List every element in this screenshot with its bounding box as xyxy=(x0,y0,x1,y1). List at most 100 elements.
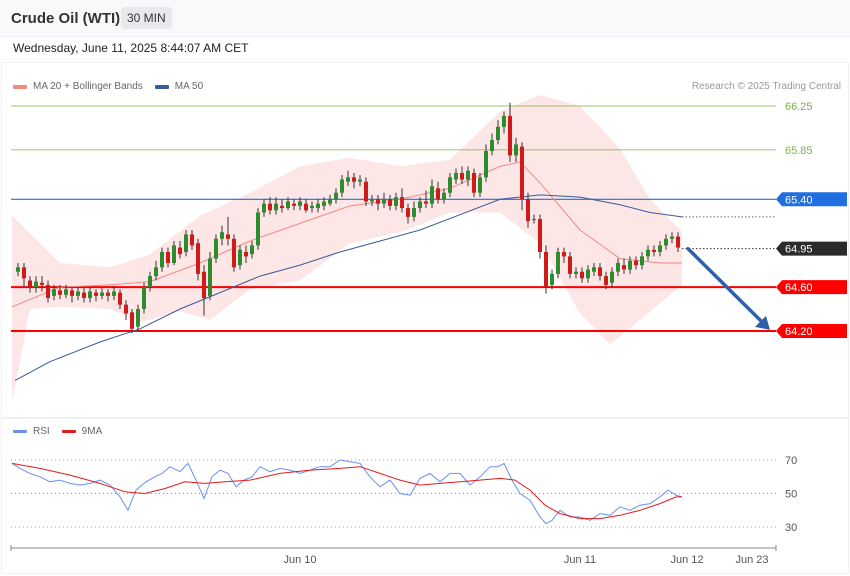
candle xyxy=(502,111,506,134)
candle-body xyxy=(166,251,170,263)
candle xyxy=(556,247,560,279)
rsi-panel xyxy=(1,418,849,574)
rsi-swatch xyxy=(13,430,27,433)
candle-body xyxy=(622,265,626,270)
candle-body xyxy=(610,271,614,283)
candle xyxy=(178,241,182,259)
candle-body xyxy=(334,192,338,200)
candle xyxy=(460,166,464,184)
ma20-swatch xyxy=(13,84,27,89)
candle xyxy=(154,260,158,281)
candle xyxy=(130,309,134,334)
candle-body xyxy=(46,284,50,299)
price-level-label-65-40: 65.40 xyxy=(785,194,813,206)
candle-body xyxy=(280,205,284,209)
candle-body xyxy=(430,186,434,204)
candle xyxy=(292,199,296,211)
candle-body xyxy=(244,251,248,257)
rsi-legend-label: RSI xyxy=(33,426,50,437)
candle xyxy=(256,208,260,250)
price-level-tag-64-20 xyxy=(776,324,847,338)
rsi-tick-label-50: 50 xyxy=(785,489,797,501)
candle xyxy=(148,271,152,292)
candle-body xyxy=(394,197,398,206)
candle xyxy=(496,120,500,145)
candle-body xyxy=(148,276,152,288)
candle-body xyxy=(604,276,608,285)
candle xyxy=(190,230,194,250)
candle xyxy=(562,247,566,263)
chart-header: Crude Oil (WTI) 30 MIN xyxy=(0,0,850,37)
price-level-label-66-25: 66.25 xyxy=(785,101,813,113)
candle xyxy=(376,194,380,211)
candle xyxy=(574,267,578,279)
candle-body xyxy=(508,115,512,156)
candle xyxy=(274,197,278,215)
candle xyxy=(352,172,356,189)
candle-body xyxy=(364,181,368,202)
rsi-series-rsi xyxy=(11,459,683,525)
candle xyxy=(70,287,74,303)
candle xyxy=(334,188,338,204)
candle-body xyxy=(76,291,80,296)
candle-body xyxy=(436,188,440,200)
rsi-tick-label-70: 70 xyxy=(785,455,797,467)
candle xyxy=(136,304,140,331)
candle-body xyxy=(82,292,86,299)
candle xyxy=(226,216,230,246)
candle-body xyxy=(616,262,620,272)
candle-body xyxy=(22,267,26,279)
candle xyxy=(94,289,98,302)
candle-body xyxy=(346,177,350,182)
candle-body xyxy=(250,245,254,255)
candle-body xyxy=(532,219,536,221)
candle xyxy=(610,267,614,288)
candle xyxy=(358,175,362,187)
candle xyxy=(310,201,314,213)
candle-body xyxy=(472,172,476,193)
ma50-legend-label: MA 50 xyxy=(174,81,204,92)
candle xyxy=(238,245,242,270)
candle-body xyxy=(526,199,530,222)
candle xyxy=(604,271,608,290)
candle-body xyxy=(304,203,308,211)
candle-body xyxy=(580,271,584,279)
candle-body xyxy=(514,144,518,156)
candle-body xyxy=(202,271,206,299)
candle-body xyxy=(550,273,554,285)
candle-body xyxy=(544,251,548,288)
candle-body xyxy=(124,304,128,314)
candle xyxy=(430,179,434,209)
candle xyxy=(52,284,56,301)
x-tick-label: Jun 23 xyxy=(735,554,768,566)
price-legend: MA 20 + Bollinger Bands MA 50 xyxy=(13,81,203,92)
candle-body xyxy=(310,205,314,209)
candle-body xyxy=(646,249,650,257)
candle xyxy=(244,245,248,263)
candle xyxy=(166,247,170,268)
candle-body xyxy=(196,243,200,274)
candle xyxy=(58,284,62,300)
candle-body xyxy=(400,197,404,209)
candle-body xyxy=(442,192,446,200)
candle xyxy=(64,284,68,299)
candle xyxy=(364,177,368,206)
candle-body xyxy=(142,287,146,310)
candle-body xyxy=(406,208,410,217)
candle-body xyxy=(352,177,356,182)
candle xyxy=(250,241,254,259)
candle xyxy=(634,256,638,270)
timeframe-badge[interactable]: 30 MIN xyxy=(121,7,172,29)
candle-body xyxy=(520,146,524,200)
price-level-tag-65-40 xyxy=(776,192,847,207)
price-panel xyxy=(1,62,849,418)
x-tick-label: Jun 11 xyxy=(564,554,596,566)
candle xyxy=(454,168,458,184)
candle-body xyxy=(178,247,182,255)
candle-body xyxy=(340,179,344,193)
candle-body xyxy=(382,199,386,204)
x-tick-label: Jun 10 xyxy=(283,554,316,566)
candle xyxy=(208,251,212,301)
x-tick-label: Jun 12 xyxy=(670,554,703,566)
